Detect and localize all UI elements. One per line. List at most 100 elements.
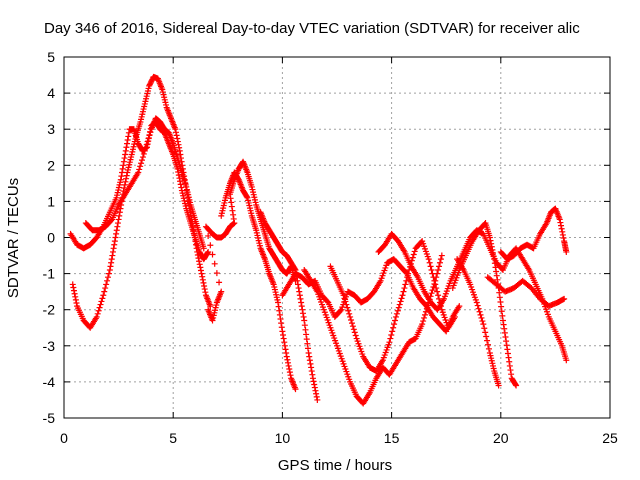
data-point-marker	[286, 366, 293, 373]
data-point-marker	[435, 292, 442, 299]
data-point-marker	[296, 292, 303, 299]
data-point-marker	[102, 285, 109, 292]
data-point-marker	[228, 203, 235, 210]
data-point-marker	[205, 248, 212, 255]
data-point-marker	[123, 175, 130, 182]
data-point-marker	[228, 199, 235, 206]
data-point-marker	[175, 141, 182, 148]
data-point-marker	[343, 301, 350, 308]
data-point-marker	[314, 396, 321, 403]
data-point-marker	[101, 288, 108, 295]
data-point-marker	[347, 313, 354, 320]
data-point-marker	[296, 288, 303, 295]
data-point-marker	[283, 353, 290, 360]
series-track-g	[279, 256, 463, 335]
data-point-marker	[93, 313, 100, 320]
data-point-marker	[478, 314, 485, 321]
data-point-marker	[196, 261, 203, 268]
data-point-marker	[207, 242, 214, 249]
data-point-marker	[488, 240, 495, 247]
data-point-marker	[173, 129, 180, 136]
data-point-marker	[306, 357, 313, 364]
data-point-marker	[73, 299, 80, 306]
data-point-marker	[426, 259, 433, 266]
series-track-k	[449, 220, 520, 389]
data-point-marker	[230, 211, 237, 218]
data-point-marker	[498, 303, 505, 310]
series-track-l	[454, 256, 502, 389]
data-point-marker	[142, 144, 149, 151]
data-point-marker	[105, 270, 112, 277]
data-point-marker	[423, 305, 430, 312]
data-point-marker	[422, 308, 429, 315]
data-point-marker	[284, 356, 291, 363]
data-point-marker	[424, 302, 431, 309]
data-point-marker	[487, 237, 494, 244]
data-point-marker	[506, 358, 513, 365]
data-point-marker	[419, 321, 426, 328]
data-point-marker	[111, 238, 118, 245]
data-point-marker	[109, 248, 116, 255]
data-point-marker	[425, 256, 432, 263]
data-point-marker	[563, 357, 570, 364]
data-point-marker	[435, 266, 442, 273]
grid	[64, 57, 610, 418]
data-point-marker	[397, 298, 404, 305]
data-point-marker	[123, 172, 130, 179]
chart-title: Day 346 of 2016, Sidereal Day-to-day VTE…	[44, 20, 580, 37]
data-point-marker	[306, 353, 313, 360]
y-tick-label: -4	[43, 374, 56, 390]
data-point-marker	[508, 371, 515, 378]
data-point-marker	[113, 230, 120, 237]
data-point-marker	[231, 220, 238, 227]
data-point-marker	[563, 248, 570, 255]
data-point-marker	[125, 129, 132, 136]
data-point-marker	[230, 215, 237, 222]
data-point-marker	[481, 325, 488, 332]
data-point-marker	[503, 342, 510, 349]
data-point-marker	[561, 295, 568, 302]
data-point-marker	[421, 311, 428, 318]
data-point-marker	[138, 160, 145, 167]
data-point-marker	[428, 266, 435, 273]
data-point-marker	[108, 259, 115, 266]
data-point-marker	[200, 279, 207, 286]
data-point-marker	[337, 307, 344, 314]
data-point-marker	[209, 251, 216, 258]
data-point-marker	[95, 307, 102, 314]
data-point-marker	[143, 141, 150, 148]
series-track-e	[218, 169, 299, 393]
data-point-marker	[396, 301, 403, 308]
data-point-marker	[482, 329, 489, 336]
data-point-marker	[297, 295, 304, 302]
data-point-marker	[100, 292, 107, 299]
data-point-marker	[200, 245, 207, 252]
data-point-marker	[116, 209, 123, 216]
data-point-marker	[299, 310, 306, 317]
data-point-marker	[491, 260, 498, 267]
data-point-marker	[496, 289, 503, 296]
y-tick-label: 4	[47, 85, 55, 101]
series-track-m	[484, 274, 568, 310]
series-track-h	[301, 252, 445, 407]
data-point-marker	[490, 253, 497, 260]
data-point-marker	[116, 212, 123, 219]
data-point-marker	[308, 364, 315, 371]
data-point-marker	[420, 318, 427, 325]
data-point-marker	[291, 265, 298, 272]
data-point-marker	[72, 293, 79, 300]
data-point-marker	[473, 299, 480, 306]
data-point-marker	[292, 386, 299, 393]
data-point-marker	[121, 155, 128, 162]
data-point-marker	[438, 252, 445, 259]
data-markers	[67, 73, 570, 407]
data-point-marker	[139, 154, 146, 161]
data-point-marker	[401, 285, 408, 292]
data-point-marker	[490, 249, 496, 256]
data-point-marker	[106, 266, 113, 273]
data-point-marker	[286, 369, 293, 376]
data-point-marker	[495, 382, 502, 389]
data-point-marker	[341, 295, 348, 302]
data-point-marker	[499, 317, 506, 324]
data-point-marker	[512, 381, 519, 388]
